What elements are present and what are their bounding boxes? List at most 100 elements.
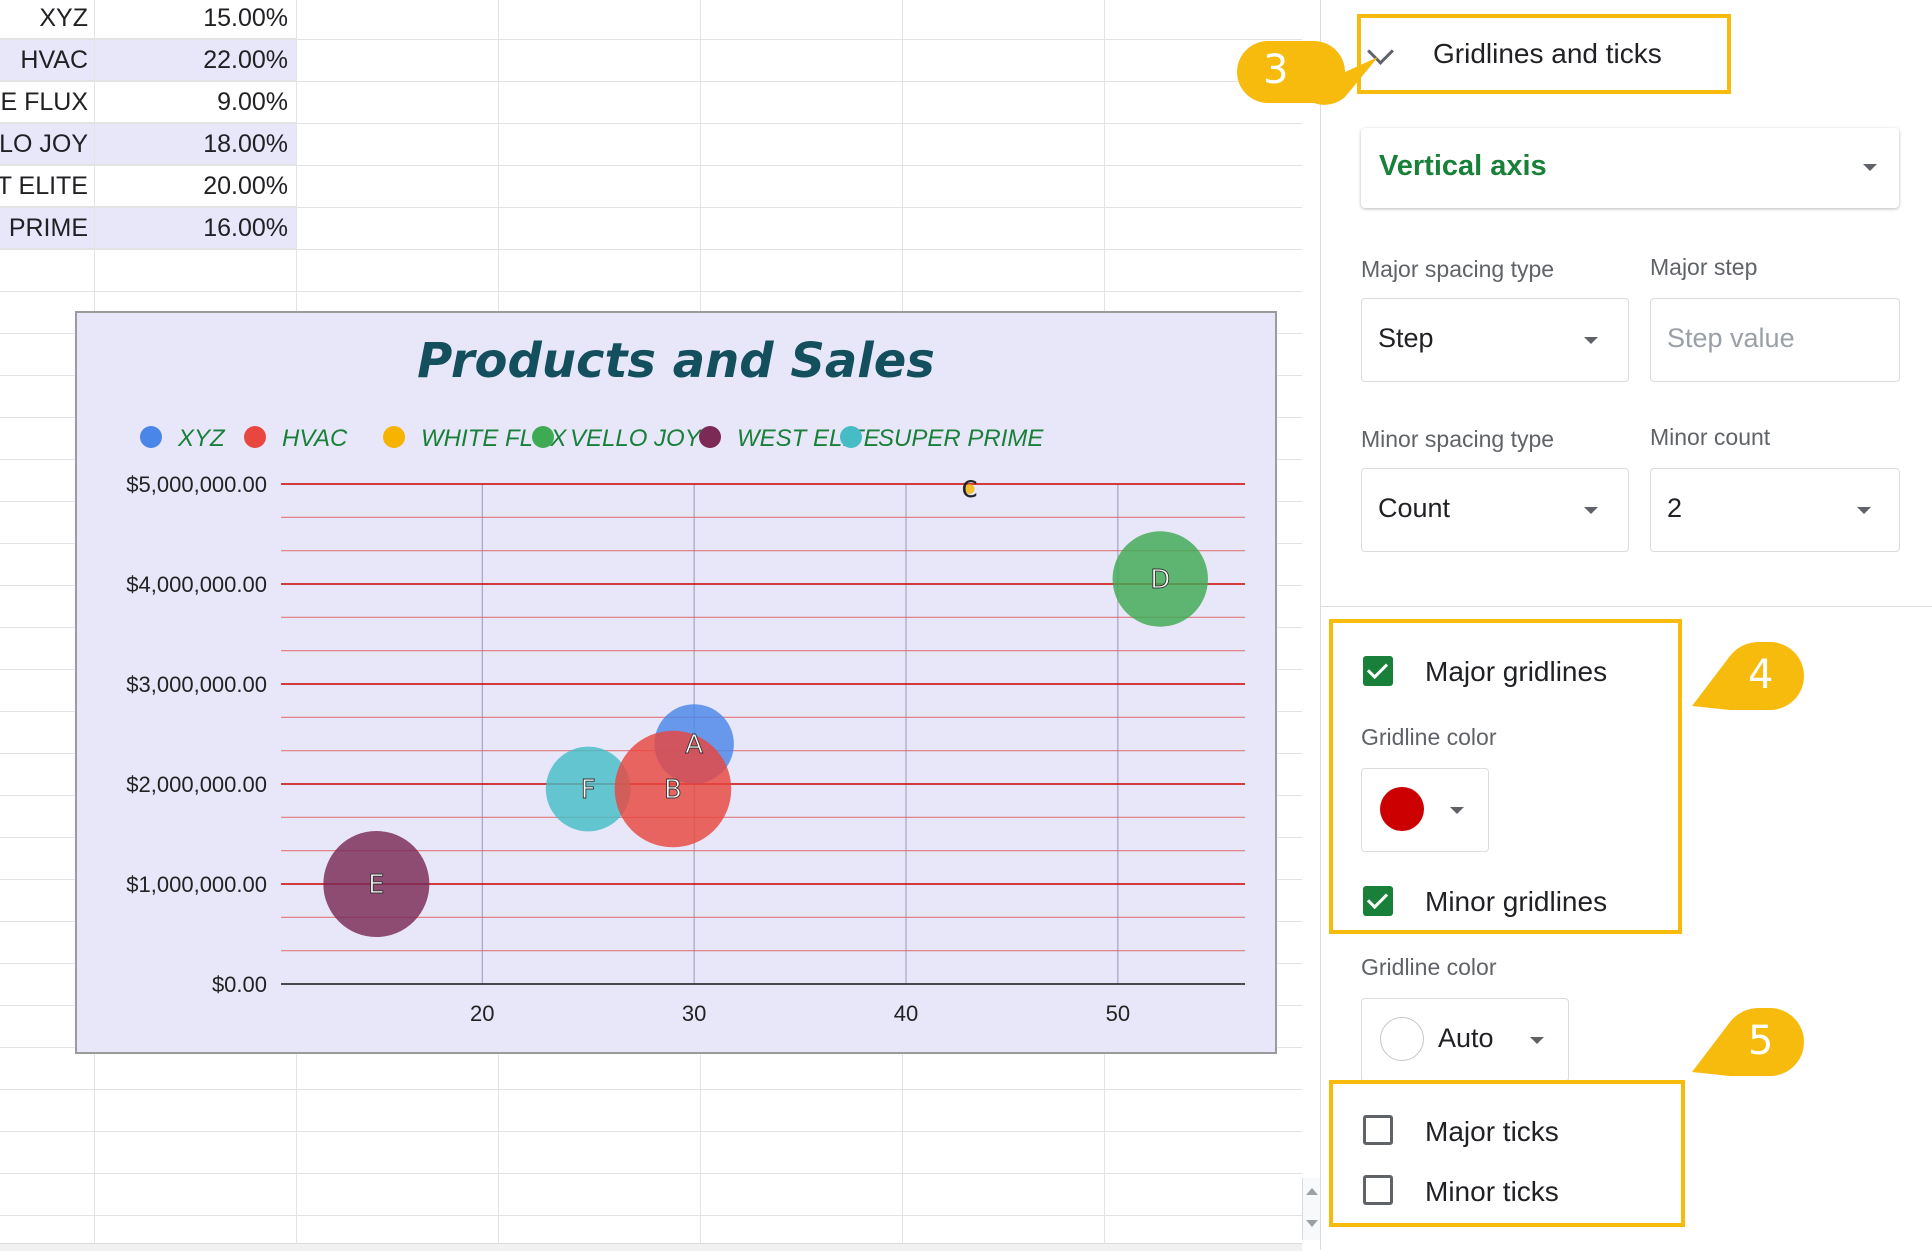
minor-spacing-select[interactable]: Count xyxy=(1361,468,1629,552)
section-title[interactable]: Gridlines and ticks xyxy=(1433,38,1662,69)
table-row: PRIME 16.00% xyxy=(0,208,298,249)
minor-gridlines-checkbox[interactable] xyxy=(1363,886,1393,916)
table-row: XYZ 15.00% xyxy=(0,0,298,39)
bubble-label: D xyxy=(1150,565,1170,595)
percent-cell[interactable]: 20.00% xyxy=(95,166,297,207)
major-spacing-value: Step xyxy=(1378,323,1434,353)
scroll-up-icon[interactable] xyxy=(1306,1188,1318,1195)
bubble-point xyxy=(1112,531,1208,627)
bubble-point xyxy=(614,730,732,848)
product-name-cell[interactable]: LO JOY xyxy=(0,124,95,165)
major-spacing-select[interactable]: Step xyxy=(1361,298,1629,382)
callout-number: 4 xyxy=(1748,652,1774,698)
legend-marker xyxy=(840,426,862,448)
major-gridlines-checkbox[interactable] xyxy=(1363,656,1393,686)
axis-select-value: Vertical axis xyxy=(1379,150,1547,182)
minor-spacing-label: Minor spacing type xyxy=(1361,426,1555,452)
table-row: LO JOY 18.00% xyxy=(0,124,298,165)
table-row: E FLUX 9.00% xyxy=(0,82,298,123)
percent-cell[interactable]: 9.00% xyxy=(95,82,297,123)
vertical-scrollbar[interactable] xyxy=(1302,1178,1321,1240)
legend-label: SUPER PRIME xyxy=(878,425,1044,452)
y-tick-label: $5,000,000.00 xyxy=(126,472,267,497)
major-gridline-color-label: Gridline color xyxy=(1361,724,1497,750)
product-name-cell[interactable]: T ELITE xyxy=(0,166,95,207)
product-name-cell[interactable]: E FLUX xyxy=(0,82,95,123)
percent-cell[interactable]: 18.00% xyxy=(95,124,297,165)
minor-count-label: Minor count xyxy=(1650,424,1771,450)
major-gridline-color-picker[interactable] xyxy=(1361,768,1489,852)
minor-gridline-color-picker[interactable]: Auto xyxy=(1361,998,1569,1082)
bubble-label: A xyxy=(685,730,703,760)
y-tick-label: $2,000,000.00 xyxy=(126,772,267,797)
x-tick-label: 50 xyxy=(1106,1001,1130,1026)
dropdown-caret-icon xyxy=(1450,807,1464,814)
bubble-point xyxy=(323,831,430,937)
y-tick-label: $4,000,000.00 xyxy=(126,572,267,597)
minor-gridline-color-value: Auto xyxy=(1438,1023,1494,1053)
bubble-point xyxy=(964,484,975,494)
minor-ticks-label: Minor ticks xyxy=(1425,1176,1559,1207)
major-ticks-checkbox[interactable] xyxy=(1363,1115,1393,1145)
bubble-label: F xyxy=(581,775,596,805)
bubble-point xyxy=(545,746,631,832)
y-tick-label: $0.00 xyxy=(212,972,267,997)
legend-marker xyxy=(383,426,405,448)
percent-cell[interactable]: 16.00% xyxy=(95,208,297,249)
legend-entry: SUPER PRIME xyxy=(840,425,1044,452)
legend-label: VELLO JOY xyxy=(570,425,703,452)
chart-editor-panel: Gridlines and ticks Vertical axis Major … xyxy=(1320,0,1932,1250)
minor-gridlines-label: Minor gridlines xyxy=(1425,886,1608,917)
legend-marker xyxy=(532,426,554,448)
bubble-label: C xyxy=(962,478,977,503)
bubble-chart[interactable]: Products and Sales XYZ HVAC WHITE FLUX VELLO… xyxy=(75,311,1277,1054)
callout-badge-3: 3 xyxy=(1230,37,1384,107)
color-swatch xyxy=(1380,787,1424,831)
spreadsheet-grid[interactable]: XYZ 15.00% HVAC 22.00% E FLUX 9.00% LO JOY 18.0… xyxy=(0,0,1302,1243)
major-spacing-label: Major spacing type xyxy=(1361,256,1555,282)
scroll-down-icon[interactable] xyxy=(1306,1220,1318,1227)
minor-ticks-checkbox[interactable] xyxy=(1363,1175,1393,1205)
highlight-box-gridlines xyxy=(1329,619,1682,934)
y-tick-label: $1,000,000.00 xyxy=(126,872,267,897)
major-gridlines-label: Major gridlines xyxy=(1425,656,1608,687)
product-name-cell[interactable]: PRIME xyxy=(0,208,95,249)
table-row: T ELITE 20.00% xyxy=(0,166,298,207)
dropdown-caret-icon xyxy=(1584,507,1598,514)
legend-entry: HVAC xyxy=(244,425,348,452)
callout-badge-5: 5 xyxy=(1690,1006,1806,1080)
minor-gridline-color-label: Gridline color xyxy=(1361,954,1497,980)
percent-cell[interactable]: 15.00% xyxy=(95,0,297,39)
product-name-cell[interactable]: XYZ xyxy=(0,0,95,39)
dropdown-caret-icon xyxy=(1863,164,1877,171)
highlight-box-ticks xyxy=(1329,1080,1685,1227)
color-swatch xyxy=(1380,1017,1424,1061)
highlight-box-section xyxy=(1357,14,1731,94)
callout-number: 5 xyxy=(1748,1018,1774,1064)
callout-number: 3 xyxy=(1263,47,1289,93)
chart-title: Products and Sales xyxy=(417,333,935,389)
section-divider xyxy=(1321,606,1932,607)
x-tick-label: 40 xyxy=(894,1001,918,1026)
minor-spacing-value: Count xyxy=(1378,493,1451,523)
legend-label: HVAC xyxy=(282,425,348,452)
x-tick-label: 20 xyxy=(470,1001,494,1026)
dropdown-caret-icon xyxy=(1857,507,1871,514)
legend-marker xyxy=(140,426,162,448)
axis-select[interactable]: Vertical axis xyxy=(1361,128,1899,208)
dropdown-caret-icon xyxy=(1584,337,1598,344)
major-step-placeholder: Step value xyxy=(1667,323,1795,353)
legend-entry: VELLO JOY xyxy=(532,425,703,452)
major-step-input[interactable]: Step value xyxy=(1650,298,1900,382)
dropdown-caret-icon xyxy=(1530,1037,1544,1044)
percent-cell[interactable]: 22.00% xyxy=(95,40,297,81)
major-step-label: Major step xyxy=(1650,254,1758,280)
major-ticks-label: Major ticks xyxy=(1425,1116,1559,1147)
product-name-cell[interactable]: HVAC xyxy=(0,40,95,81)
y-tick-label: $3,000,000.00 xyxy=(126,672,267,697)
horizontal-scrollbar[interactable] xyxy=(0,1243,1302,1251)
minor-count-select[interactable]: 2 xyxy=(1650,468,1900,552)
bubble-label: E xyxy=(368,870,384,900)
legend-label: XYZ xyxy=(177,425,226,452)
